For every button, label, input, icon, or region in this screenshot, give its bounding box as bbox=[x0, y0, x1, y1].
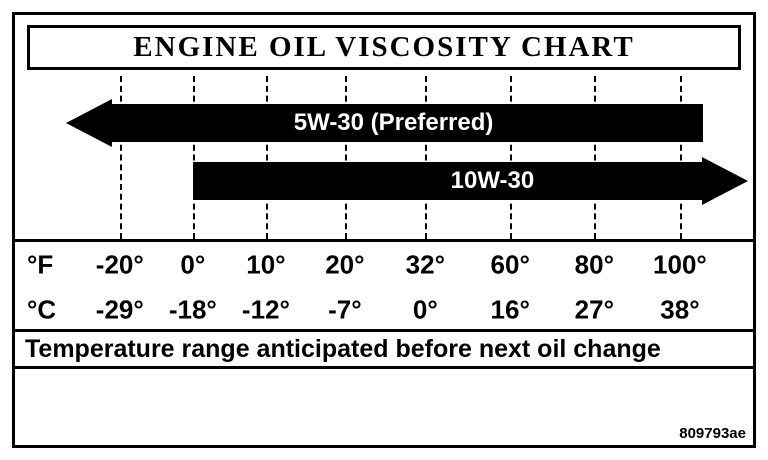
c-tick-label: -7° bbox=[328, 294, 362, 324]
c-tick-label: 38° bbox=[660, 294, 700, 324]
bar-10w30-label: 10W-30 bbox=[450, 167, 535, 194]
c-tick-label: 16° bbox=[490, 294, 530, 324]
f-tick-label: -20° bbox=[95, 249, 144, 279]
viscosity-figure-frame: ENGINE OIL VISCOSITY CHART 5W-30 (Prefer… bbox=[12, 12, 756, 448]
temperature-scale: °F -20° 0° 10° 20° 32° 60° 80° 100° °C -… bbox=[15, 242, 753, 332]
bar-5w30: 5W-30 (Preferred) bbox=[66, 99, 703, 147]
gridline-f-10 bbox=[265, 76, 268, 239]
gridline-f-20 bbox=[344, 76, 347, 239]
gridline-f-60 bbox=[510, 76, 513, 239]
f-tick-label: 32° bbox=[405, 249, 445, 279]
c-tick-label: -12° bbox=[241, 294, 290, 324]
caption-row: Temperature range anticipated before nex… bbox=[15, 332, 753, 369]
footer-area: 809793ae bbox=[15, 369, 753, 445]
fahrenheit-row: °F -20° 0° 10° 20° 32° 60° 80° 100° bbox=[15, 242, 753, 287]
chart-title: ENGINE OIL VISCOSITY CHART bbox=[133, 31, 635, 63]
figure-id: 809793ae bbox=[679, 425, 746, 442]
arrow-right-icon bbox=[702, 157, 749, 205]
bar-5w30-label: 5W-30 (Preferred) bbox=[293, 109, 494, 136]
chart-plot-area: 5W-30 (Preferred) 10W-30 bbox=[15, 70, 753, 242]
gridline-f-80 bbox=[594, 76, 597, 239]
gridline-f-32 bbox=[425, 76, 428, 239]
f-tick-label: 10° bbox=[246, 249, 286, 279]
f-tick-label: 20° bbox=[325, 249, 365, 279]
c-tick-label: -18° bbox=[168, 294, 217, 324]
fahrenheit-unit-label: °F bbox=[27, 249, 54, 279]
c-tick-label: 27° bbox=[574, 294, 614, 324]
gridline-f-0 bbox=[192, 76, 195, 239]
f-tick-label: 80° bbox=[574, 249, 614, 279]
c-tick-label: 0° bbox=[412, 294, 438, 324]
f-tick-label: 60° bbox=[490, 249, 530, 279]
arrow-left-icon bbox=[66, 99, 113, 147]
gridline-f-100 bbox=[679, 76, 682, 239]
gridline-f-minus20 bbox=[119, 76, 122, 239]
caption-text: Temperature range anticipated before nex… bbox=[25, 334, 661, 363]
bar-10w30: 10W-30 bbox=[192, 157, 749, 205]
f-tick-label: 0° bbox=[180, 249, 206, 279]
celsius-unit-label: °C bbox=[27, 294, 57, 324]
c-tick-label: -29° bbox=[95, 294, 144, 324]
chart-title-box: ENGINE OIL VISCOSITY CHART bbox=[27, 25, 741, 70]
celsius-row: °C -29° -18° -12° -7° 0° 16° 27° 38° bbox=[15, 287, 753, 332]
f-tick-label: 100° bbox=[653, 249, 707, 279]
